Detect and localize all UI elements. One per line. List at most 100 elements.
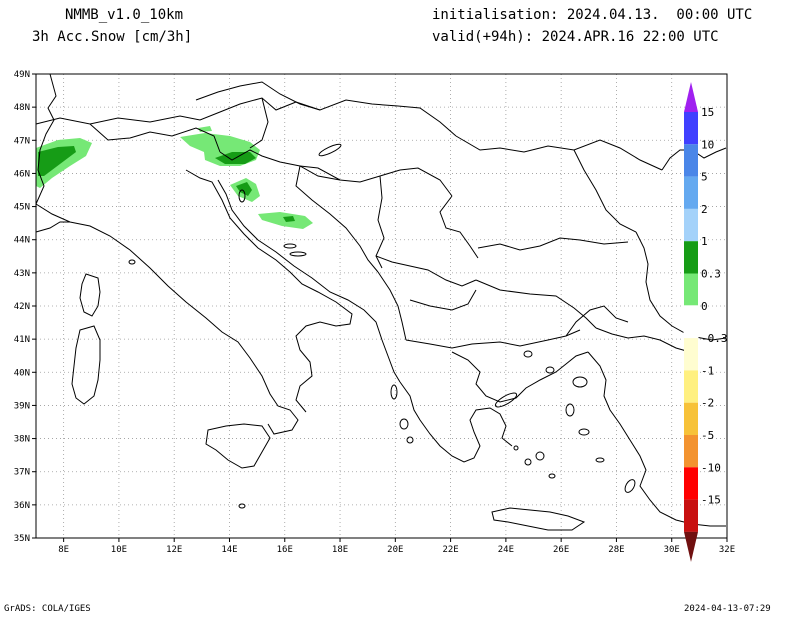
colorbar-label: -10 (701, 461, 721, 474)
border-serbia-south (375, 255, 477, 287)
island-hvar (289, 251, 307, 257)
island-rhodes (624, 479, 636, 493)
snow-area-alps-west-core (38, 146, 76, 176)
colorbar-label: 1 (701, 235, 708, 248)
colorbar-label: 10 (701, 138, 714, 151)
snow-area-dalmatia-core (283, 216, 295, 222)
lon-tick-label: 26E (553, 545, 569, 555)
colorbar-segment (684, 467, 698, 500)
lat-tick-label: 41N (14, 335, 30, 345)
lat-tick-label: 36N (14, 501, 30, 511)
coast-greece-east (451, 351, 589, 403)
island-chios (565, 403, 575, 417)
border-moldova (573, 149, 637, 233)
lon-tick-label: 14E (221, 545, 237, 555)
coast-sicily (205, 423, 271, 469)
render-timestamp: 2024-04-13-07:29 (684, 604, 771, 614)
variable-title: 3h Acc.Snow [cm/3h] (32, 29, 193, 45)
island-kefalonia (399, 418, 409, 430)
colorbar-label: -2 (701, 397, 714, 410)
coastlines (35, 147, 727, 531)
colorbar-label: 0.3 (701, 268, 721, 281)
island-lesbos (572, 376, 588, 388)
coast-corsica (79, 273, 101, 317)
valid-time: valid(+94h): 2024.APR.16 22:00 UTC (432, 29, 719, 45)
coast-greece-west (399, 381, 513, 463)
island-samos (578, 428, 590, 436)
island-thasos (523, 350, 533, 358)
lon-tick-label: 28E (608, 545, 624, 555)
longitude-labels: 8E 10E 12E 14E 16E 18E 20E 22E 24E 26E 28E 30E 32E (58, 538, 735, 555)
colorbar-segment (684, 273, 698, 306)
colorbar-segment (684, 208, 698, 242)
island-limnos (545, 366, 555, 374)
lat-tick-label: 43N (14, 269, 30, 279)
island-lakes-balaton (318, 143, 342, 157)
border-hungary-south (299, 165, 453, 197)
border-bulgaria-turkey (475, 279, 597, 329)
coast-adriatic-east (217, 179, 401, 383)
coast-italy-west (35, 203, 299, 435)
lon-tick-label: 20E (387, 545, 403, 555)
islands (128, 143, 636, 509)
lat-tick-label: 38N (14, 435, 30, 445)
colorbar-label: -5 (701, 429, 714, 442)
colorbar-segment (684, 176, 698, 209)
island-krk (238, 189, 246, 203)
border-czech (195, 81, 321, 111)
lon-tick-label: 18E (332, 545, 348, 555)
lat-tick-label: 44N (14, 236, 30, 246)
island-brac (283, 243, 297, 249)
colorbar-label: -15 (701, 494, 721, 507)
lat-tick-label: 46N (14, 169, 30, 179)
lon-tick-label: 8E (58, 545, 69, 555)
border-romania-serbia (439, 195, 479, 259)
latitude-labels: 49N 48N 47N 46N 45N 44N 43N 42N 41N 40N 39N 38N 37N 3… (14, 70, 36, 544)
lat-tick-label: 42N (14, 302, 30, 312)
coast-italy-east (185, 169, 353, 413)
island-euboea (494, 392, 518, 408)
colorbar-label: 5 (701, 171, 708, 184)
colorbar: 15 10 5 2 1 0.3 0 -0.3 -1 -2 -5 -10 -15 (683, 82, 728, 562)
lat-tick-label: 35N (14, 534, 30, 544)
island-elba (128, 259, 136, 265)
colorbar-segment (684, 112, 698, 145)
island-cyclades-2 (548, 473, 556, 479)
colorbar-label: -1 (701, 364, 714, 377)
country-borders (35, 73, 663, 349)
island-cyclades-1 (513, 445, 519, 451)
border-turkey-greece (565, 305, 629, 337)
coast-marmara (595, 327, 691, 353)
coast-crete (491, 507, 586, 531)
colorbar-segment (684, 241, 698, 274)
lat-tick-label: 45N (14, 203, 30, 213)
border-greece-north (405, 329, 581, 349)
border-france-italy (35, 73, 57, 205)
colorbar-label: 15 (701, 106, 714, 119)
island-naxos (535, 451, 545, 461)
border-macedonia (409, 289, 477, 311)
border-austria-italy (89, 123, 221, 153)
border-austria-hungary (249, 97, 269, 149)
lon-tick-label: 24E (498, 545, 514, 555)
map-frame (35, 73, 728, 539)
lon-tick-label: 32E (719, 545, 735, 555)
lon-tick-label: 30E (664, 545, 680, 555)
colorbar-segment (684, 370, 698, 403)
colorbar-label: 2 (701, 203, 708, 216)
colorbar-segment (684, 144, 698, 177)
lat-tick-label: 49N (14, 70, 30, 80)
snow-fields (36, 126, 313, 229)
colorbar-segment (684, 402, 698, 435)
colorbar-label: 0 (701, 300, 708, 313)
grads-credit: GrADS: COLA/IGES (4, 604, 91, 614)
snow-area-alps-small (198, 126, 212, 132)
colorbar-segment (684, 435, 698, 468)
init-time: initialisation: 2024.04.13. 00:00 UTC (432, 7, 753, 23)
lat-tick-label: 47N (14, 136, 30, 146)
coast-france-med (35, 221, 70, 233)
island-corfu (390, 384, 398, 400)
border-alps-north (35, 97, 297, 125)
border-bosnia (295, 165, 379, 273)
